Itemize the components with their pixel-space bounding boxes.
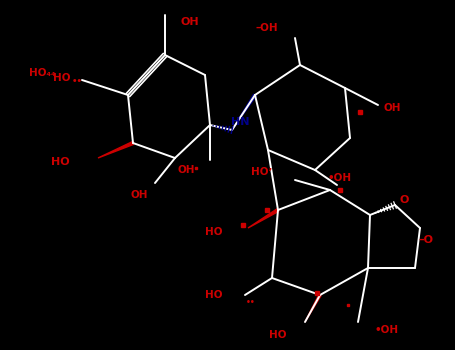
Text: O: O: [400, 195, 410, 205]
Text: OH: OH: [177, 165, 195, 175]
Text: HOʼ: HOʼ: [251, 167, 272, 177]
Text: ••: ••: [72, 77, 83, 86]
Text: –O: –O: [418, 235, 433, 245]
Text: OH: OH: [131, 190, 148, 200]
Text: HO: HO: [52, 73, 70, 83]
Polygon shape: [248, 209, 279, 228]
Polygon shape: [232, 94, 256, 130]
Text: HN: HN: [231, 117, 249, 127]
Text: •OH: •OH: [328, 173, 352, 183]
Text: HO₄₄: HO₄₄: [29, 68, 55, 78]
Text: ••: ••: [246, 298, 256, 307]
Polygon shape: [305, 294, 321, 322]
Text: •OH: •OH: [375, 325, 399, 335]
Text: –OH: –OH: [255, 23, 278, 33]
Text: HO: HO: [269, 330, 287, 340]
Text: OH: OH: [181, 17, 199, 27]
Text: HO: HO: [204, 290, 222, 300]
Text: HO: HO: [51, 157, 70, 167]
Text: HO: HO: [204, 227, 222, 237]
Text: OH: OH: [383, 103, 400, 113]
Polygon shape: [98, 142, 134, 158]
